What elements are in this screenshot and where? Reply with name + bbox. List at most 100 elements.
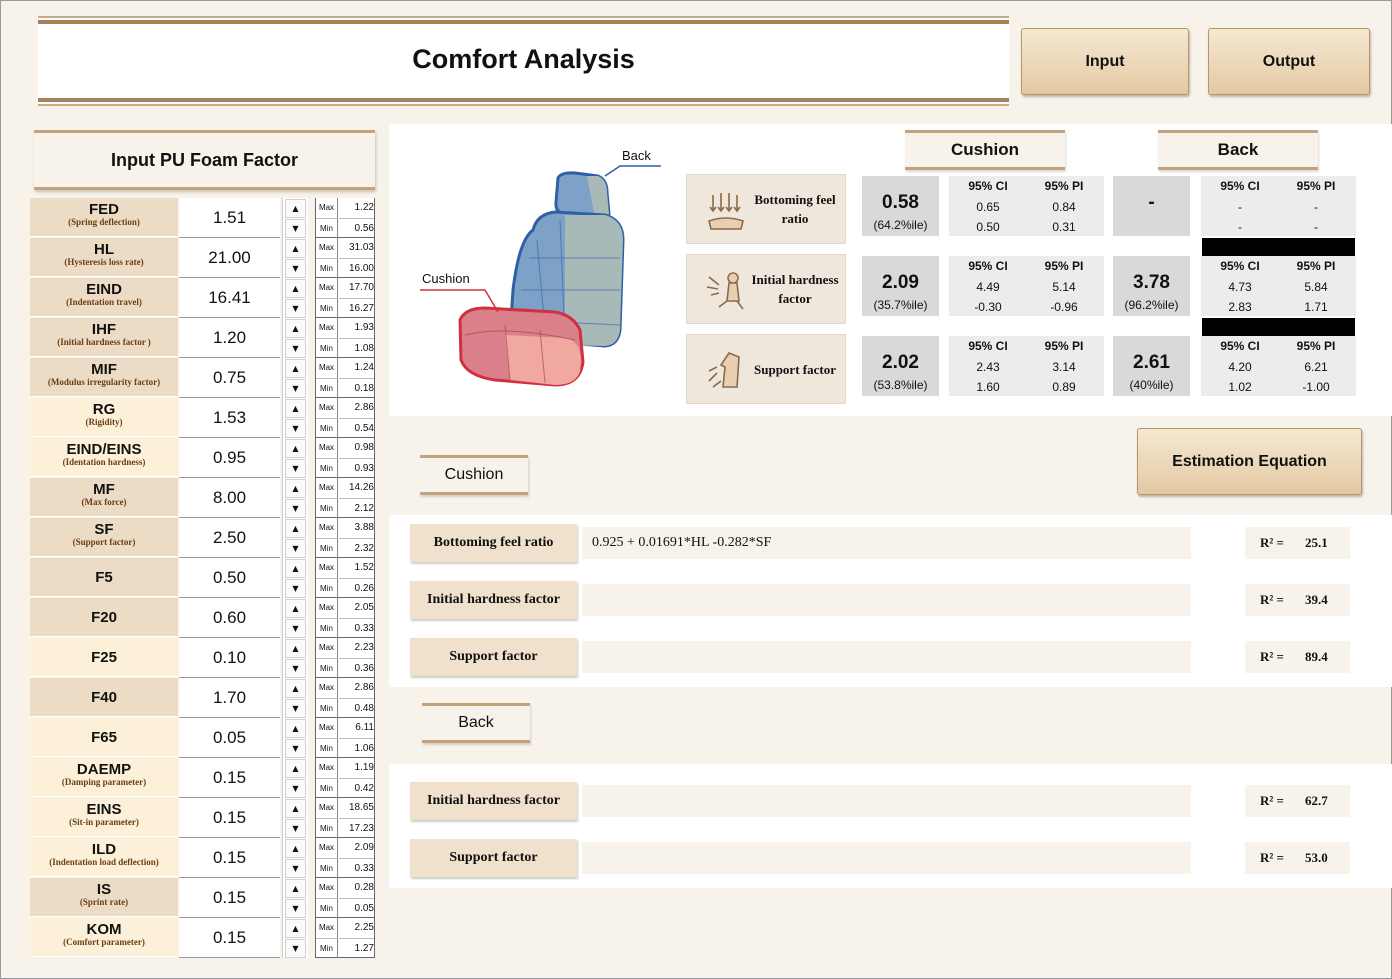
factor-spinner[interactable]: ▲ ▼ — [282, 598, 308, 638]
factor-spinner[interactable]: ▲ ▼ — [282, 758, 308, 798]
factor-row: EINS (Sit-in parameter) 0.15 ▲ ▼ Max 18.6… — [30, 798, 376, 838]
r-squared-label: R² = — [1260, 850, 1284, 865]
factor-spinner[interactable]: ▲ ▼ — [282, 318, 308, 358]
factor-value-input[interactable]: 21.00 — [179, 238, 280, 278]
increment-icon[interactable]: ▲ — [285, 239, 306, 258]
increment-icon[interactable]: ▲ — [285, 399, 306, 418]
factor-spinner[interactable]: ▲ ▼ — [282, 358, 308, 398]
decrement-icon[interactable]: ▼ — [285, 779, 306, 798]
increment-icon[interactable]: ▲ — [285, 279, 306, 298]
factor-value-input[interactable]: 8.00 — [179, 478, 280, 518]
factor-spinner[interactable]: ▲ ▼ — [282, 838, 308, 878]
output-button[interactable]: Output — [1208, 28, 1370, 95]
r-squared-box: R² = 62.7 — [1245, 785, 1350, 817]
factor-value-input[interactable]: 0.15 — [179, 758, 280, 798]
pi-header: 95% PI — [1296, 179, 1336, 193]
factor-spinner[interactable]: ▲ ▼ — [282, 438, 308, 478]
decrement-icon[interactable]: ▼ — [285, 739, 306, 758]
increment-icon[interactable]: ▲ — [285, 599, 306, 618]
increment-icon[interactable]: ▲ — [285, 359, 306, 378]
factor-spinner[interactable]: ▲ ▼ — [282, 518, 308, 558]
r-squared-label: R² = — [1260, 649, 1284, 664]
cushion-interval-grid: 95% CI 95% PI 2.43 3.14 1.60 0.89 — [949, 336, 1104, 396]
factor-spinner[interactable]: ▲ ▼ — [282, 478, 308, 518]
increment-icon[interactable]: ▲ — [285, 759, 306, 778]
equation-label: Initial hardness factor — [410, 782, 577, 820]
factor-value-input[interactable]: 1.70 — [179, 678, 280, 718]
factor-value-input[interactable]: 0.60 — [179, 598, 280, 638]
increment-icon[interactable]: ▲ — [285, 639, 306, 658]
factor-value-input[interactable]: 0.15 — [179, 918, 280, 958]
decrement-icon[interactable]: ▼ — [285, 939, 306, 958]
equation-field[interactable] — [582, 584, 1191, 616]
factor-value-input[interactable]: 1.51 — [179, 198, 280, 238]
r-squared-value: 39.4 — [1305, 592, 1328, 607]
tab-back[interactable]: Back — [422, 703, 530, 743]
increment-icon[interactable]: ▲ — [285, 319, 306, 338]
factor-spinner[interactable]: ▲ ▼ — [282, 238, 308, 278]
increment-icon[interactable]: ▲ — [285, 919, 306, 938]
factor-spinner[interactable]: ▲ ▼ — [282, 718, 308, 758]
increment-icon[interactable]: ▲ — [285, 519, 306, 538]
factor-spinner[interactable]: ▲ ▼ — [282, 198, 308, 238]
pi-header: 95% PI — [1044, 339, 1084, 353]
increment-icon[interactable]: ▲ — [285, 719, 306, 738]
factor-value-input[interactable]: 0.15 — [179, 798, 280, 838]
factor-spinner[interactable]: ▲ ▼ — [282, 918, 308, 958]
factor-name: DAEMP — [76, 761, 132, 778]
increment-icon[interactable]: ▲ — [285, 839, 306, 858]
factor-value-input[interactable]: 16.41 — [179, 278, 280, 318]
factor-value-input[interactable]: 0.10 — [179, 638, 280, 678]
decrement-icon[interactable]: ▼ — [285, 379, 306, 398]
factor-spinner[interactable]: ▲ ▼ — [282, 878, 308, 918]
decrement-icon[interactable]: ▼ — [285, 579, 306, 598]
increment-icon[interactable]: ▲ — [285, 559, 306, 578]
increment-icon[interactable]: ▲ — [285, 879, 306, 898]
factor-value-input[interactable]: 0.05 — [179, 718, 280, 758]
decrement-icon[interactable]: ▼ — [285, 499, 306, 518]
factor-value-input[interactable]: 1.20 — [179, 318, 280, 358]
decrement-icon[interactable]: ▼ — [285, 219, 306, 238]
equation-field[interactable] — [582, 641, 1191, 673]
r-squared-box: R² = 25.1 — [1245, 527, 1350, 559]
decrement-icon[interactable]: ▼ — [285, 339, 306, 358]
factor-spinner[interactable]: ▲ ▼ — [282, 798, 308, 838]
factor-value-input[interactable]: 0.15 — [179, 838, 280, 878]
increment-icon[interactable]: ▲ — [285, 199, 306, 218]
decrement-icon[interactable]: ▼ — [285, 699, 306, 718]
decrement-icon[interactable]: ▼ — [285, 619, 306, 638]
input-button[interactable]: Input — [1021, 28, 1189, 95]
factor-spinner[interactable]: ▲ ▼ — [282, 678, 308, 718]
factor-spinner[interactable]: ▲ ▼ — [282, 638, 308, 678]
factor-spinner[interactable]: ▲ ▼ — [282, 398, 308, 438]
decrement-icon[interactable]: ▼ — [285, 459, 306, 478]
result-label-card: Bottoming feel ratio — [686, 174, 846, 244]
factor-spinner[interactable]: ▲ ▼ — [282, 558, 308, 598]
estimation-equation-button[interactable]: Estimation Equation — [1137, 428, 1362, 495]
decrement-icon[interactable]: ▼ — [285, 819, 306, 838]
factor-value-input[interactable]: 2.50 — [179, 518, 280, 558]
tab-cushion[interactable]: Cushion — [420, 455, 528, 495]
factor-label: KOM (Comfort parameter) — [30, 918, 178, 957]
decrement-icon[interactable]: ▼ — [285, 899, 306, 918]
decrement-icon[interactable]: ▼ — [285, 259, 306, 278]
increment-icon[interactable]: ▲ — [285, 799, 306, 818]
factor-value-input[interactable]: 0.95 — [179, 438, 280, 478]
factor-value-input[interactable]: 0.15 — [179, 878, 280, 918]
factor-value-input[interactable]: 0.50 — [179, 558, 280, 598]
equation-field[interactable]: 0.925 + 0.01691*HL -0.282*SF — [582, 527, 1191, 559]
equation-field[interactable] — [582, 785, 1191, 817]
factor-name: MIF — [91, 361, 117, 378]
factor-spinner[interactable]: ▲ ▼ — [282, 278, 308, 318]
decrement-icon[interactable]: ▼ — [285, 299, 306, 318]
decrement-icon[interactable]: ▼ — [285, 659, 306, 678]
decrement-icon[interactable]: ▼ — [285, 539, 306, 558]
factor-value-input[interactable]: 1.53 — [179, 398, 280, 438]
increment-icon[interactable]: ▲ — [285, 679, 306, 698]
decrement-icon[interactable]: ▼ — [285, 859, 306, 878]
increment-icon[interactable]: ▲ — [285, 479, 306, 498]
increment-icon[interactable]: ▲ — [285, 439, 306, 458]
decrement-icon[interactable]: ▼ — [285, 419, 306, 438]
equation-field[interactable] — [582, 842, 1191, 874]
factor-value-input[interactable]: 0.75 — [179, 358, 280, 398]
